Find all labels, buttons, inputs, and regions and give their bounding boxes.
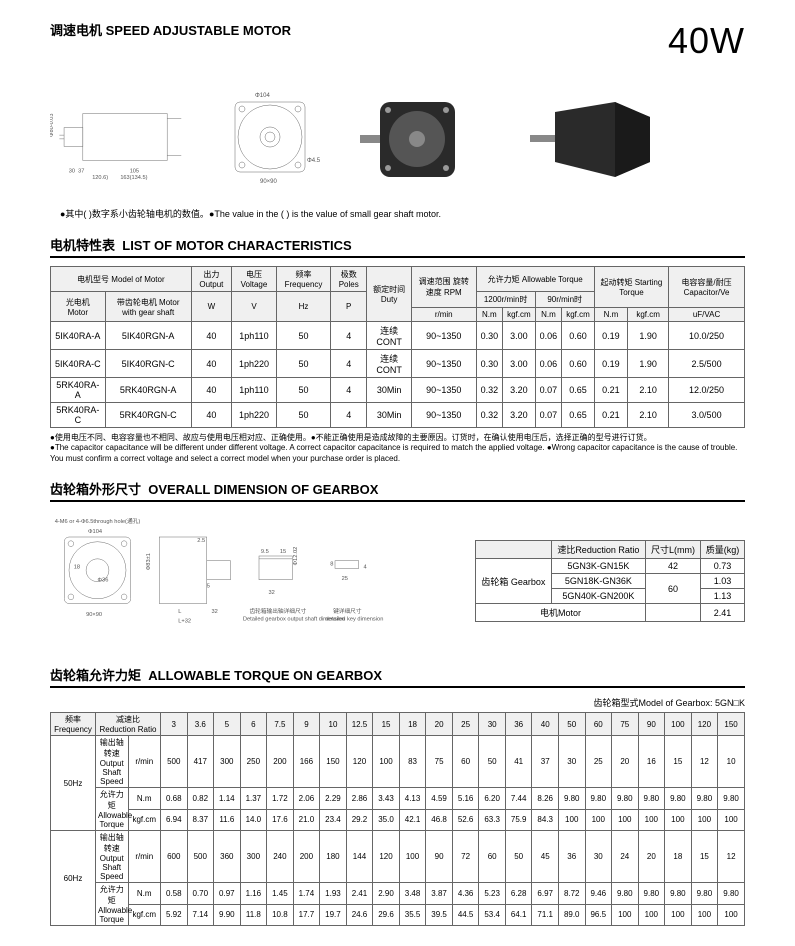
svg-text:25: 25 [342, 576, 348, 582]
gearbox-drawings: 4-M6 or 4-Φ6.5through hole(通孔) Φ104 90×9… [50, 510, 430, 640]
svg-text:2.5: 2.5 [197, 538, 205, 544]
section-gearbox-dim-title: 齿轮箱外形尺寸 OVERALL DIMENSION OF GEARBOX [50, 479, 745, 502]
wattage-badge: 40W [668, 20, 745, 62]
svg-text:32: 32 [269, 590, 275, 596]
svg-text:37: 37 [78, 169, 84, 175]
svg-text:163(134.5): 163(134.5) [120, 175, 147, 181]
motor-photo-front [350, 87, 490, 187]
svg-text:Φ104: Φ104 [255, 93, 270, 99]
svg-text:键详细尺寸: 键详细尺寸 [333, 607, 362, 615]
svg-text:105: 105 [130, 169, 139, 175]
section-torque-title: 齿轮箱允许力矩 ALLOWABLE TORQUE ON GEARBOX [50, 665, 745, 688]
svg-text:齿轮箱输出轴详细尺寸: 齿轮箱输出轴详细尺寸 [250, 607, 307, 615]
svg-text:18: 18 [74, 565, 80, 571]
page-title: 调速电机 SPEED ADJUSTABLE MOTOR [50, 20, 291, 39]
svg-text:4-M6 or 4-Φ6.5through hole(通孔): 4-M6 or 4-Φ6.5through hole(通孔) [55, 517, 141, 525]
svg-text:90×90: 90×90 [260, 179, 278, 185]
section-characteristics-title: 电机特性表 LIST OF MOTOR CHARACTERISTICS [50, 235, 745, 258]
svg-text:30: 30 [69, 169, 75, 175]
svg-text:8: 8 [330, 562, 333, 568]
gearbox-model-label: 齿轮箱型式Model of Gearbox: 5GN□K [50, 696, 745, 709]
svg-text:Φ83±1: Φ83±1 [146, 553, 152, 570]
svg-text:90×90: 90×90 [86, 612, 102, 618]
svg-text:32: 32 [212, 609, 218, 615]
svg-text:9.5: 9.5 [261, 549, 269, 555]
svg-text:detailed key dimension: detailed key dimension [326, 617, 384, 623]
note-small-gear: ●其中( )数字系小齿轮轴电机的数值。●The value in the ( )… [60, 207, 745, 220]
svg-text:Φ36: Φ36 [98, 578, 109, 584]
svg-text:Φ4.5: Φ4.5 [307, 158, 320, 164]
motor-front-drawing: Φ104 90×90 Φ4.5 [220, 87, 320, 187]
svg-text:L+32: L+32 [178, 619, 191, 625]
svg-text:4: 4 [364, 565, 367, 571]
svg-text:Φ80-0.03: Φ80-0.03 [50, 113, 55, 137]
svg-text:L: L [178, 609, 181, 615]
svg-text:120.6): 120.6) [92, 175, 108, 181]
svg-text:Φ12.02: Φ12.02 [293, 547, 299, 566]
diagrams-row: 30 120.6) 105 163(134.5) 37 Φ80-0.03 Φ10… [50, 77, 745, 197]
motor-side-drawing: 30 120.6) 105 163(134.5) 37 Φ80-0.03 [50, 87, 200, 187]
svg-text:Φ104: Φ104 [88, 529, 102, 535]
gearbox-dimension-table: 速比Reduction Ratio尺寸L(mm)质量(kg) 齿轮箱 Gearb… [475, 540, 745, 622]
capacitor-note: ●使用电压不同、电容容量也不相同、故应与使用电压相对应、正确使用。●不能正确使用… [50, 433, 745, 464]
svg-text:5: 5 [207, 584, 210, 590]
characteristics-table: 电机型号 Model of Motor 出力 Output 电压 Voltage… [50, 266, 745, 428]
svg-text:15: 15 [280, 549, 286, 555]
motor-photo-angle [520, 87, 660, 187]
torque-table: 频率Frequency 减速比Reduction Ratio 33.6567.5… [50, 712, 745, 926]
